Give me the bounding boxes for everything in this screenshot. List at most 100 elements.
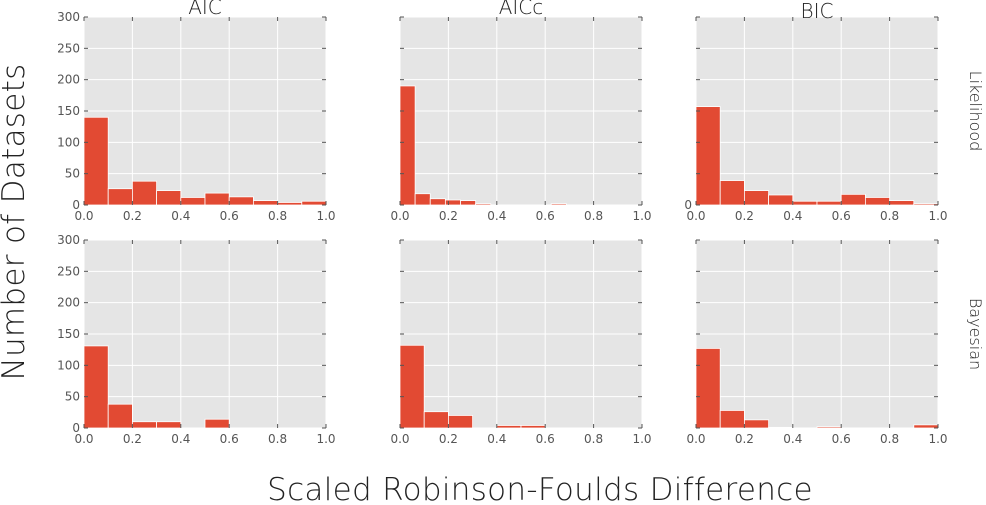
y-tick-label: 50 <box>65 167 80 181</box>
x-tick-label: 0.8 <box>880 209 899 223</box>
x-tick-label: 0.6 <box>536 209 555 223</box>
x-tick-label: 0.6 <box>536 432 555 446</box>
x-tick-label: 1.0 <box>928 209 947 223</box>
panel-likelihood-aicc: 0.0 0.2 0.4 0.6 0.8 1.0 <box>390 16 652 223</box>
histogram-bar <box>744 190 770 206</box>
histogram-bar <box>840 193 866 206</box>
histogram-bar <box>496 425 522 429</box>
x-tick-label: 0.0 <box>74 209 93 223</box>
panel-likelihood-bic: 0.0 0.2 0.4 0.6 0.8 1.0 0 <box>684 16 948 223</box>
histogram-bar <box>550 203 567 206</box>
x-tick-label: 0.0 <box>74 432 93 446</box>
y-tick-label: 150 <box>57 104 80 118</box>
histogram-bar <box>865 197 891 206</box>
histogram-bar <box>83 345 109 429</box>
x-axis-title: Scaled Robinson-Foulds Difference <box>267 472 813 505</box>
histogram-bar <box>204 418 230 429</box>
column-title-aic: AIC <box>188 0 222 19</box>
histogram-bar <box>423 411 449 429</box>
histogram-bar <box>156 421 182 429</box>
x-tick-label: 1.0 <box>632 432 651 446</box>
y-tick-label: 0 <box>72 198 80 212</box>
histogram-bar <box>695 106 721 206</box>
row-title-likelihood: Likelihood <box>966 71 985 152</box>
x-tick-label: 0.4 <box>783 432 802 446</box>
histogram-bar <box>252 200 278 206</box>
histogram-bar <box>399 85 416 206</box>
x-tick-label: 0.4 <box>171 209 190 223</box>
x-tick-label: 0.2 <box>439 432 458 446</box>
x-tick-label: 0.2 <box>123 432 142 446</box>
histogram-bar <box>475 203 492 206</box>
y-tick-label: 50 <box>65 390 80 404</box>
x-tick-label: 0.4 <box>783 209 802 223</box>
x-tick-label: 0.6 <box>220 432 239 446</box>
histogram-bar <box>695 348 721 429</box>
histogram-bar <box>414 193 431 206</box>
y-tick-label: 300 <box>57 233 80 247</box>
x-tick-label: 0.8 <box>880 432 899 446</box>
y-tick-label: 0 <box>72 421 80 435</box>
column-title-bic: BIC <box>801 0 834 23</box>
x-tick-label: 0.0 <box>390 209 409 223</box>
x-tick-label: 0.8 <box>268 432 287 446</box>
x-tick-label: 0.8 <box>584 432 603 446</box>
histogram-bar <box>889 200 915 206</box>
y-tick-label: 0 <box>684 198 692 212</box>
histogram-bar <box>131 421 157 429</box>
x-tick-label: 1.0 <box>632 209 651 223</box>
histogram-bar <box>204 192 230 206</box>
histogram-bar <box>399 344 425 429</box>
histogram-bar <box>447 415 473 429</box>
x-tick-label: 0.4 <box>487 209 506 223</box>
x-tick-label: 1.0 <box>316 209 335 223</box>
x-tick-label: 0.6 <box>832 209 851 223</box>
histogram-bar <box>768 426 794 429</box>
x-tick-label: 0.8 <box>268 209 287 223</box>
histogram-bar <box>107 188 133 206</box>
panel-bayesian-aic: 0.0 0.2 0.4 0.6 0.8 1.0 0 50 100 150 200 250 300 <box>57 233 335 446</box>
y-tick-label: 100 <box>57 135 80 149</box>
histogram-bar <box>816 426 842 429</box>
y-tick-label: 300 <box>57 10 80 24</box>
y-tick-label: 150 <box>57 327 80 341</box>
histogram-bar <box>156 190 182 206</box>
x-tick-label: 0.4 <box>487 432 506 446</box>
x-tick-label: 0.2 <box>123 209 142 223</box>
histogram-bar <box>180 197 206 206</box>
histogram-bar <box>719 180 745 206</box>
y-tick-label: 100 <box>57 358 80 372</box>
panel-bayesian-aicc: 0.0 0.2 0.4 0.6 0.8 1.0 <box>390 239 652 446</box>
y-tick-label: 200 <box>57 73 80 87</box>
y-tick-label: 250 <box>57 264 80 278</box>
x-tick-label: 1.0 <box>316 432 335 446</box>
histogram-bar <box>792 200 818 206</box>
x-tick-label: 0.8 <box>584 209 603 223</box>
x-tick-label: 0.2 <box>735 209 754 223</box>
y-tick-label: 250 <box>57 41 80 55</box>
x-tick-label: 0.4 <box>171 432 190 446</box>
x-tick-label: 0.6 <box>220 209 239 223</box>
column-title-aicc: AICc <box>499 0 544 19</box>
x-tick-label: 1.0 <box>928 432 947 446</box>
y-axis-title: Number of Datasets <box>0 63 32 380</box>
histogram-bar <box>131 180 157 206</box>
histogram-bar <box>744 419 770 429</box>
x-tick-label: 0.0 <box>390 432 409 446</box>
histogram-bar <box>301 200 327 206</box>
histogram-bar <box>429 198 446 206</box>
histogram-bar <box>107 403 133 429</box>
histogram-bar <box>768 194 794 206</box>
x-tick-label: 0.2 <box>439 209 458 223</box>
row-title-bayesian: Bayesian <box>966 298 985 370</box>
histogram-bar <box>520 425 546 429</box>
x-tick-label: 0.6 <box>832 432 851 446</box>
panel-likelihood-aic: 0.0 0.2 0.4 0.6 0.8 1.0 0 50 100 150 200 250 300 <box>57 10 335 223</box>
histogram-bar <box>460 200 477 206</box>
histogram-bar <box>83 116 109 206</box>
histogram-bar <box>816 200 842 206</box>
panel-bayesian-bic: 0.0 0.2 0.4 0.6 0.8 1.0 <box>686 239 948 446</box>
